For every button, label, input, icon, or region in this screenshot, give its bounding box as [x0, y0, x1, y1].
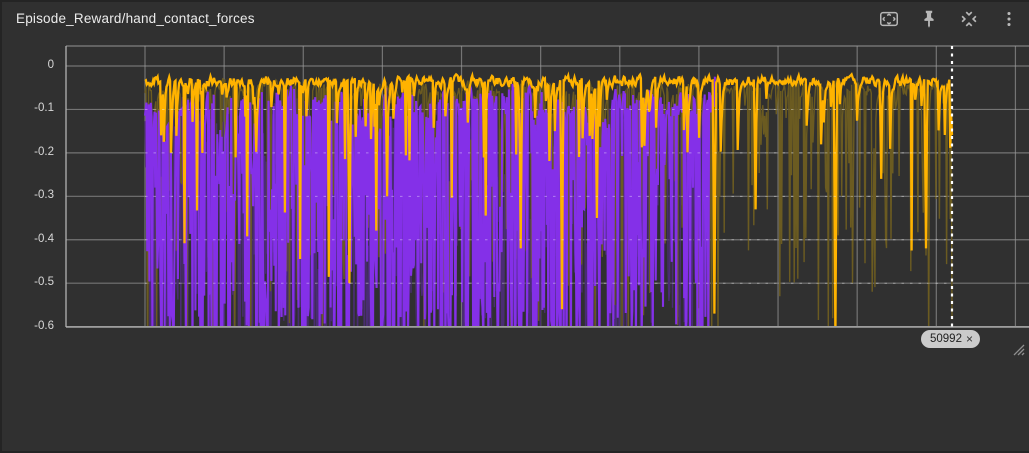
y-tick-label: 0 [47, 59, 54, 71]
resize-grip-handle[interactable] [1008, 339, 1026, 357]
step-cursor-pill[interactable]: 50992 × [921, 330, 980, 348]
y-tick-label: -0.6 [34, 319, 54, 332]
resize-grip-icon [1013, 344, 1025, 356]
collapse-icon [958, 8, 980, 30]
y-tick-label: -0.2 [34, 145, 54, 158]
step-cursor-value: 50992 [930, 333, 962, 345]
y-tick-label: -0.1 [34, 102, 54, 115]
more-options-button[interactable] [997, 7, 1021, 31]
y-tick-label: -0.5 [34, 276, 54, 289]
collapse-button[interactable] [957, 7, 981, 31]
header-actions [877, 7, 1021, 31]
run-table: Run ↑ Smoothed Value Step Relative whole… [0, 355, 1029, 453]
pin-button[interactable] [917, 7, 941, 31]
fit-data-button[interactable] [877, 7, 901, 31]
pin-icon [918, 8, 940, 30]
remove-cursor-icon[interactable]: × [965, 332, 973, 346]
y-axis-labels: 0 -0.1 -0.2 -0.3 -0.4 -0.5 -0.6 [0, 0, 66, 333]
card-header: Episode_Reward/hand_contact_forces [0, 0, 1029, 38]
y-tick-label: -0.4 [34, 232, 54, 245]
y-tick-label: -0.3 [34, 189, 54, 202]
fit-data-icon [878, 8, 900, 30]
chart-title: Episode_Reward/hand_contact_forces [16, 11, 255, 26]
line-chart-canvas[interactable] [0, 0, 1029, 340]
kebab-menu-icon [998, 8, 1020, 30]
